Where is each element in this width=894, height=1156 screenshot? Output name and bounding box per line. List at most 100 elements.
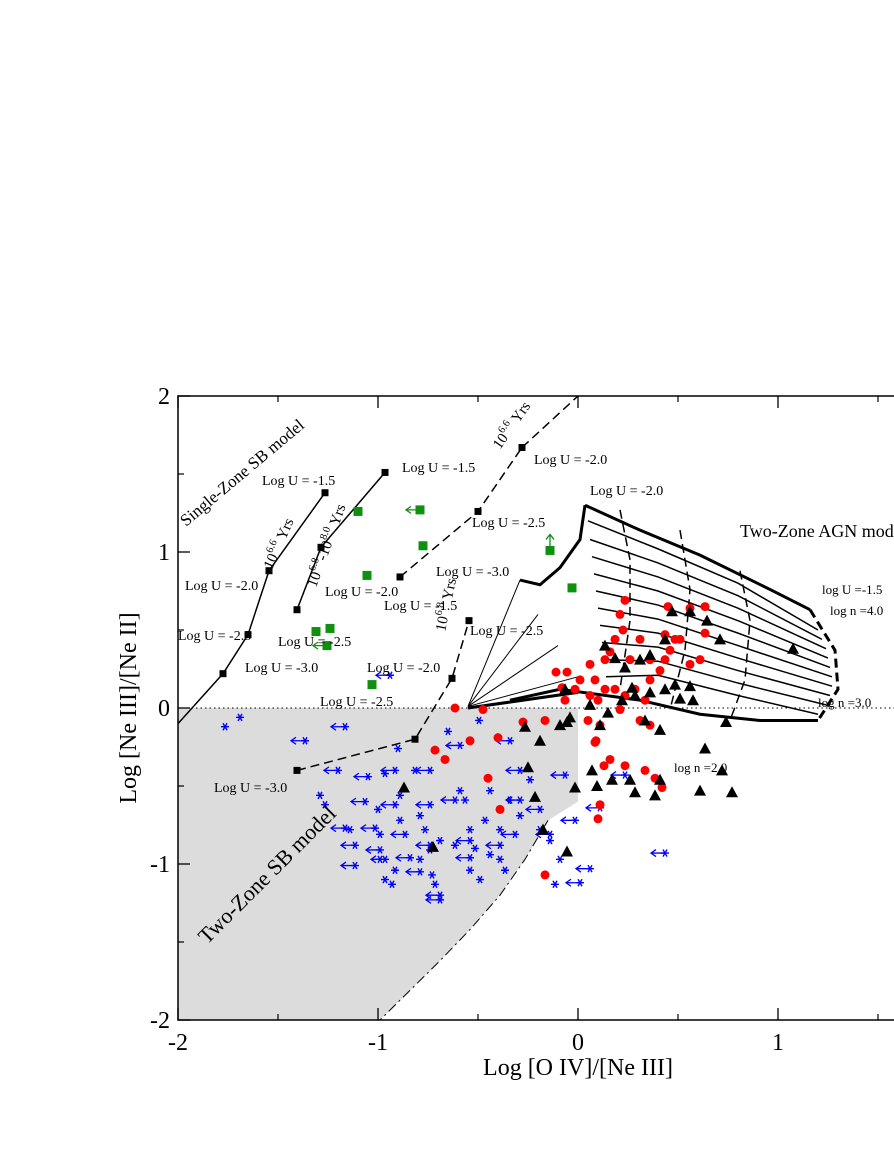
star-point	[466, 825, 474, 834]
square-point	[545, 545, 555, 555]
model-point	[265, 567, 273, 575]
model-track	[178, 673, 224, 725]
triangle-point	[716, 764, 728, 776]
annotation: 106.8Yrs	[430, 576, 460, 633]
circle-point	[551, 667, 561, 677]
circle-point	[440, 754, 450, 764]
triangle-point	[787, 642, 799, 654]
star-point	[536, 805, 544, 814]
annotation-part: Yrs	[274, 516, 297, 542]
annotation: Log U = -2.5	[472, 516, 545, 531]
star-point	[481, 816, 489, 825]
triangle-point	[586, 764, 598, 776]
annotation-part: Yrs	[440, 577, 460, 602]
triangle-point	[669, 678, 681, 690]
annotation: Log U = -3.0	[436, 565, 509, 580]
star-point	[444, 727, 452, 736]
circle-point	[610, 684, 620, 694]
star-point	[451, 796, 459, 804]
annotation: Log U = -2.5	[278, 635, 351, 650]
annotation: log U =-1.5	[822, 582, 882, 597]
star-point	[381, 875, 389, 884]
annotation-exponent: 6.8	[307, 556, 322, 572]
circle-point	[640, 765, 650, 775]
triangle-point	[634, 653, 646, 665]
square-point	[322, 641, 332, 651]
star-point	[426, 766, 434, 775]
circle-point	[610, 634, 620, 644]
model-track	[521, 396, 579, 449]
annotation: Log U = -1.5	[262, 474, 335, 489]
model-track	[379, 820, 549, 1020]
model-track	[467, 614, 539, 707]
circle-point	[620, 761, 630, 771]
triangle-point	[624, 773, 636, 785]
triangle-point	[699, 742, 711, 754]
star-point	[371, 824, 379, 832]
triangle-point	[616, 694, 628, 706]
star-point	[376, 830, 384, 839]
star-point	[431, 880, 439, 889]
triangle-point	[714, 633, 726, 645]
star-point	[475, 716, 483, 725]
star-point	[426, 800, 434, 809]
star-point	[351, 861, 359, 870]
annotation-exponent: 6.6	[264, 538, 279, 554]
star-point	[436, 836, 444, 845]
star-point	[391, 766, 399, 775]
circle-point	[645, 675, 655, 685]
annotation: Two-Zone AGN model	[740, 521, 894, 541]
x-tick-label: -1	[368, 1030, 388, 1056]
triangle-point	[659, 633, 671, 645]
model-point	[244, 631, 252, 639]
annotation: Log U = -3.0	[245, 661, 318, 676]
circle-point	[640, 695, 650, 705]
square-point	[367, 680, 377, 690]
annotation: Log U = -2.5	[178, 629, 251, 644]
triangle-point	[554, 719, 566, 731]
annotation: Log U = -2.0	[590, 484, 663, 499]
triangle-point	[666, 605, 678, 617]
circle-point	[657, 783, 667, 793]
star-point	[406, 853, 414, 862]
star-point	[661, 849, 669, 857]
triangle-point	[594, 719, 606, 731]
triangle-point	[654, 773, 666, 785]
triangle-point	[569, 781, 581, 793]
triangle-point	[561, 845, 573, 857]
model-point	[219, 670, 227, 678]
star-point	[394, 744, 402, 753]
circle-point	[540, 870, 550, 880]
y-tick-label: -1	[150, 852, 170, 878]
star-point	[334, 766, 342, 775]
circle-point	[562, 667, 572, 677]
star-point	[416, 811, 424, 820]
circle-point	[625, 655, 635, 665]
star-point	[321, 800, 329, 809]
star-point	[428, 871, 436, 879]
triangle-point	[602, 706, 614, 718]
star-point	[316, 791, 324, 800]
star-point	[351, 841, 359, 850]
triangle-point	[684, 680, 696, 692]
star-point	[396, 816, 404, 825]
model-point	[411, 735, 419, 743]
annotation: Single-Zone SB model	[176, 415, 308, 530]
circle-point	[635, 634, 645, 644]
annotation: log n =4.0	[830, 603, 883, 618]
model-track	[222, 492, 326, 675]
circle-point	[478, 705, 488, 715]
star-point	[451, 841, 459, 850]
star-point	[556, 855, 564, 864]
triangle-point	[564, 711, 576, 723]
triangle-point	[644, 648, 656, 660]
annotation: Log U = -2.0	[367, 661, 440, 676]
shaded-region	[178, 708, 578, 1020]
star-point	[388, 880, 396, 889]
triangle-point	[619, 661, 631, 673]
triangle-point	[659, 683, 671, 695]
plot-area	[178, 396, 894, 1020]
circle-point	[618, 625, 628, 635]
circle-point	[495, 804, 505, 814]
